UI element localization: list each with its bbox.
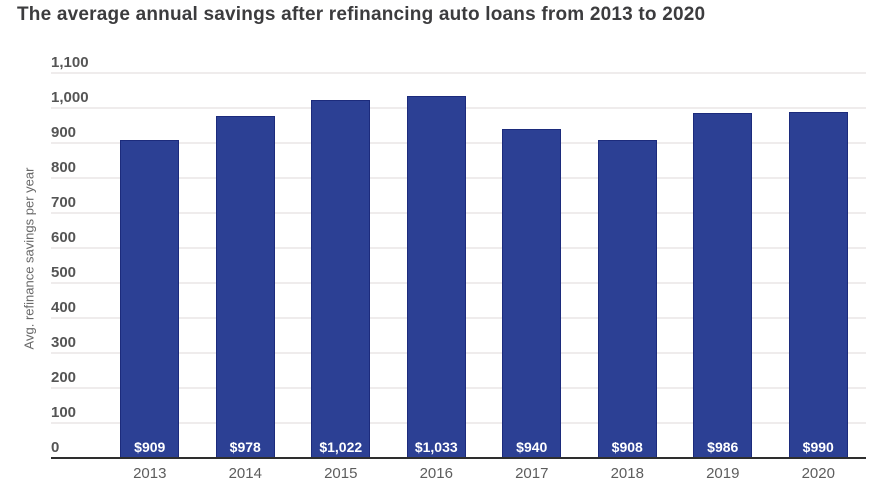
bar-value-label: $909 xyxy=(134,439,166,455)
bar-value-label: $1,022 xyxy=(319,439,363,455)
bar-2014[interactable] xyxy=(215,115,275,458)
gridline xyxy=(51,72,866,74)
bar-2015[interactable] xyxy=(311,100,371,458)
y-tick-label: 500 xyxy=(51,264,77,281)
bar-2016[interactable] xyxy=(406,96,466,458)
x-axis-baseline xyxy=(51,457,866,459)
x-tick-label: 2015 xyxy=(324,465,358,482)
x-tick-label: 2019 xyxy=(706,465,740,482)
y-tick-label: 0 xyxy=(51,439,60,456)
y-tick-label: 900 xyxy=(51,124,77,141)
y-tick-label: 400 xyxy=(51,299,77,316)
y-tick-label: 1,100 xyxy=(51,54,89,71)
x-tick-label: 2017 xyxy=(515,465,549,482)
bar-2019[interactable] xyxy=(693,112,753,458)
bar-value-label: $940 xyxy=(516,439,548,455)
bar-value-label: $978 xyxy=(229,439,261,455)
y-tick-label: 700 xyxy=(51,194,77,211)
y-axis-title: Avg. refinance savings per year xyxy=(21,167,37,350)
x-tick-label: 2016 xyxy=(419,465,453,482)
bar-value-label: $908 xyxy=(611,439,643,455)
bar-2017[interactable] xyxy=(502,129,562,458)
y-tick-label: 200 xyxy=(51,369,77,386)
x-tick-label: 2014 xyxy=(228,465,262,482)
x-tick-label: 2020 xyxy=(801,465,835,482)
y-tick-label: 800 xyxy=(51,159,77,176)
bar-2018[interactable] xyxy=(597,140,657,458)
y-tick-label: 300 xyxy=(51,334,77,351)
chart-title: The average annual savings after refinan… xyxy=(17,4,706,25)
y-tick-label: 600 xyxy=(51,229,77,246)
x-tick-label: 2013 xyxy=(133,465,167,482)
y-tick-label: 1,000 xyxy=(51,89,89,106)
x-tick-label: 2018 xyxy=(610,465,644,482)
bar-value-label: $986 xyxy=(707,439,739,455)
bar-2013[interactable] xyxy=(120,139,180,458)
bar-2020[interactable] xyxy=(788,111,848,458)
bar-value-label: $990 xyxy=(802,439,834,455)
bar-value-label: $1,033 xyxy=(414,439,458,455)
y-tick-label: 100 xyxy=(51,404,77,421)
